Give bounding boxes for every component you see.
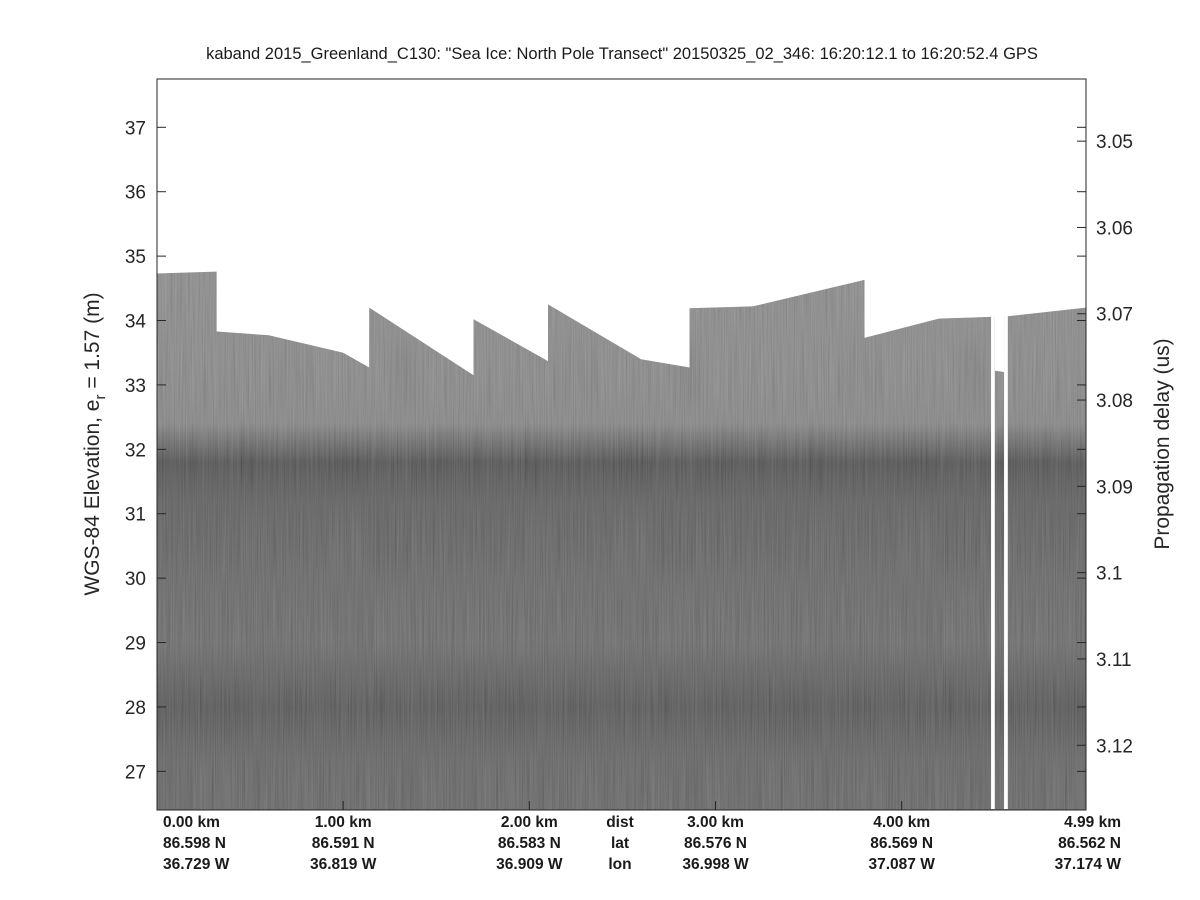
left-axis-label: WGS-84 Elevation, er = 1.57 (m) xyxy=(81,292,109,595)
footer-row-label: lat xyxy=(611,835,629,852)
right-axis-label: Propagation delay (us) xyxy=(1151,338,1174,549)
right-axis: 3.05 3.06 3.07 3.08 3.09 3.1 3.11 3.12 xyxy=(1077,132,1133,757)
footer-lat-value: 86.562 N xyxy=(1058,835,1121,852)
chart-title: kaband 2015_Greenland_C130: "Sea Ice: No… xyxy=(206,45,1038,63)
footer-row-label: dist xyxy=(606,814,634,831)
footer-dist-value: 2.00 km xyxy=(501,814,558,831)
footer-lon-value: 37.174 W xyxy=(1055,856,1122,873)
right-tick-label: 3.11 xyxy=(1096,650,1132,671)
left-tick-label: 32 xyxy=(125,440,146,461)
footer-row-label: lon xyxy=(608,856,631,873)
left-tick-label: 34 xyxy=(125,312,147,333)
left-tick-label: 28 xyxy=(125,698,146,719)
left-axis: 27 28 29 30 31 32 33 34 35 36 37 xyxy=(125,118,1086,783)
footer-lon-value: 36.998 W xyxy=(682,856,749,873)
left-tick-label: 31 xyxy=(125,505,146,526)
plot-area xyxy=(156,78,1087,811)
footer-lon-value: 36.729 W xyxy=(163,856,230,873)
right-tick-label: 3.05 xyxy=(1096,132,1133,153)
footer-lat-value: 86.591 N xyxy=(312,835,375,852)
footer-lat-value: 86.583 N xyxy=(498,835,561,852)
left-tick-label: 27 xyxy=(125,762,146,783)
location-footer: 0.00 km 86.598 N 36.729 W 1.00 km 86.591 N 36… xyxy=(156,801,1122,873)
right-tick-label: 3.09 xyxy=(1096,477,1133,498)
footer-dist-value: 3.00 km xyxy=(687,814,744,831)
left-tick-label: 30 xyxy=(125,569,146,590)
footer-dist-value: 0.00 km xyxy=(163,814,220,831)
footer-lat-value: 86.569 N xyxy=(870,835,933,852)
data-gap-1 xyxy=(1004,80,1008,809)
footer-dist-value: 4.00 km xyxy=(873,814,930,831)
footer-dist-value: 1.00 km xyxy=(315,814,372,831)
left-tick-label: 36 xyxy=(125,183,146,204)
left-tick-label: 37 xyxy=(125,118,146,139)
footer-lon-value: 37.087 W xyxy=(869,856,936,873)
right-tick-label: 3.12 xyxy=(1096,736,1133,757)
right-tick-label: 3.07 xyxy=(1096,305,1133,326)
footer-lon-value: 36.909 W xyxy=(496,856,563,873)
echogram-noise xyxy=(157,271,1086,810)
footer-dist-value: 4.99 km xyxy=(1064,814,1121,831)
left-tick-label: 29 xyxy=(125,634,146,655)
footer-lat-value: 86.598 N xyxy=(163,835,226,852)
footer-lon-value: 36.819 W xyxy=(310,856,377,873)
right-tick-label: 3.1 xyxy=(1096,564,1122,585)
plot-frame-top xyxy=(156,78,1087,811)
left-tick-label: 35 xyxy=(125,247,146,268)
right-tick-label: 3.08 xyxy=(1096,391,1133,412)
left-tick-label: 33 xyxy=(125,376,146,397)
echogram-image xyxy=(157,271,1086,810)
right-tick-label: 3.06 xyxy=(1096,218,1133,239)
footer-lat-value: 86.576 N xyxy=(684,835,747,852)
data-gap-0 xyxy=(991,80,995,809)
